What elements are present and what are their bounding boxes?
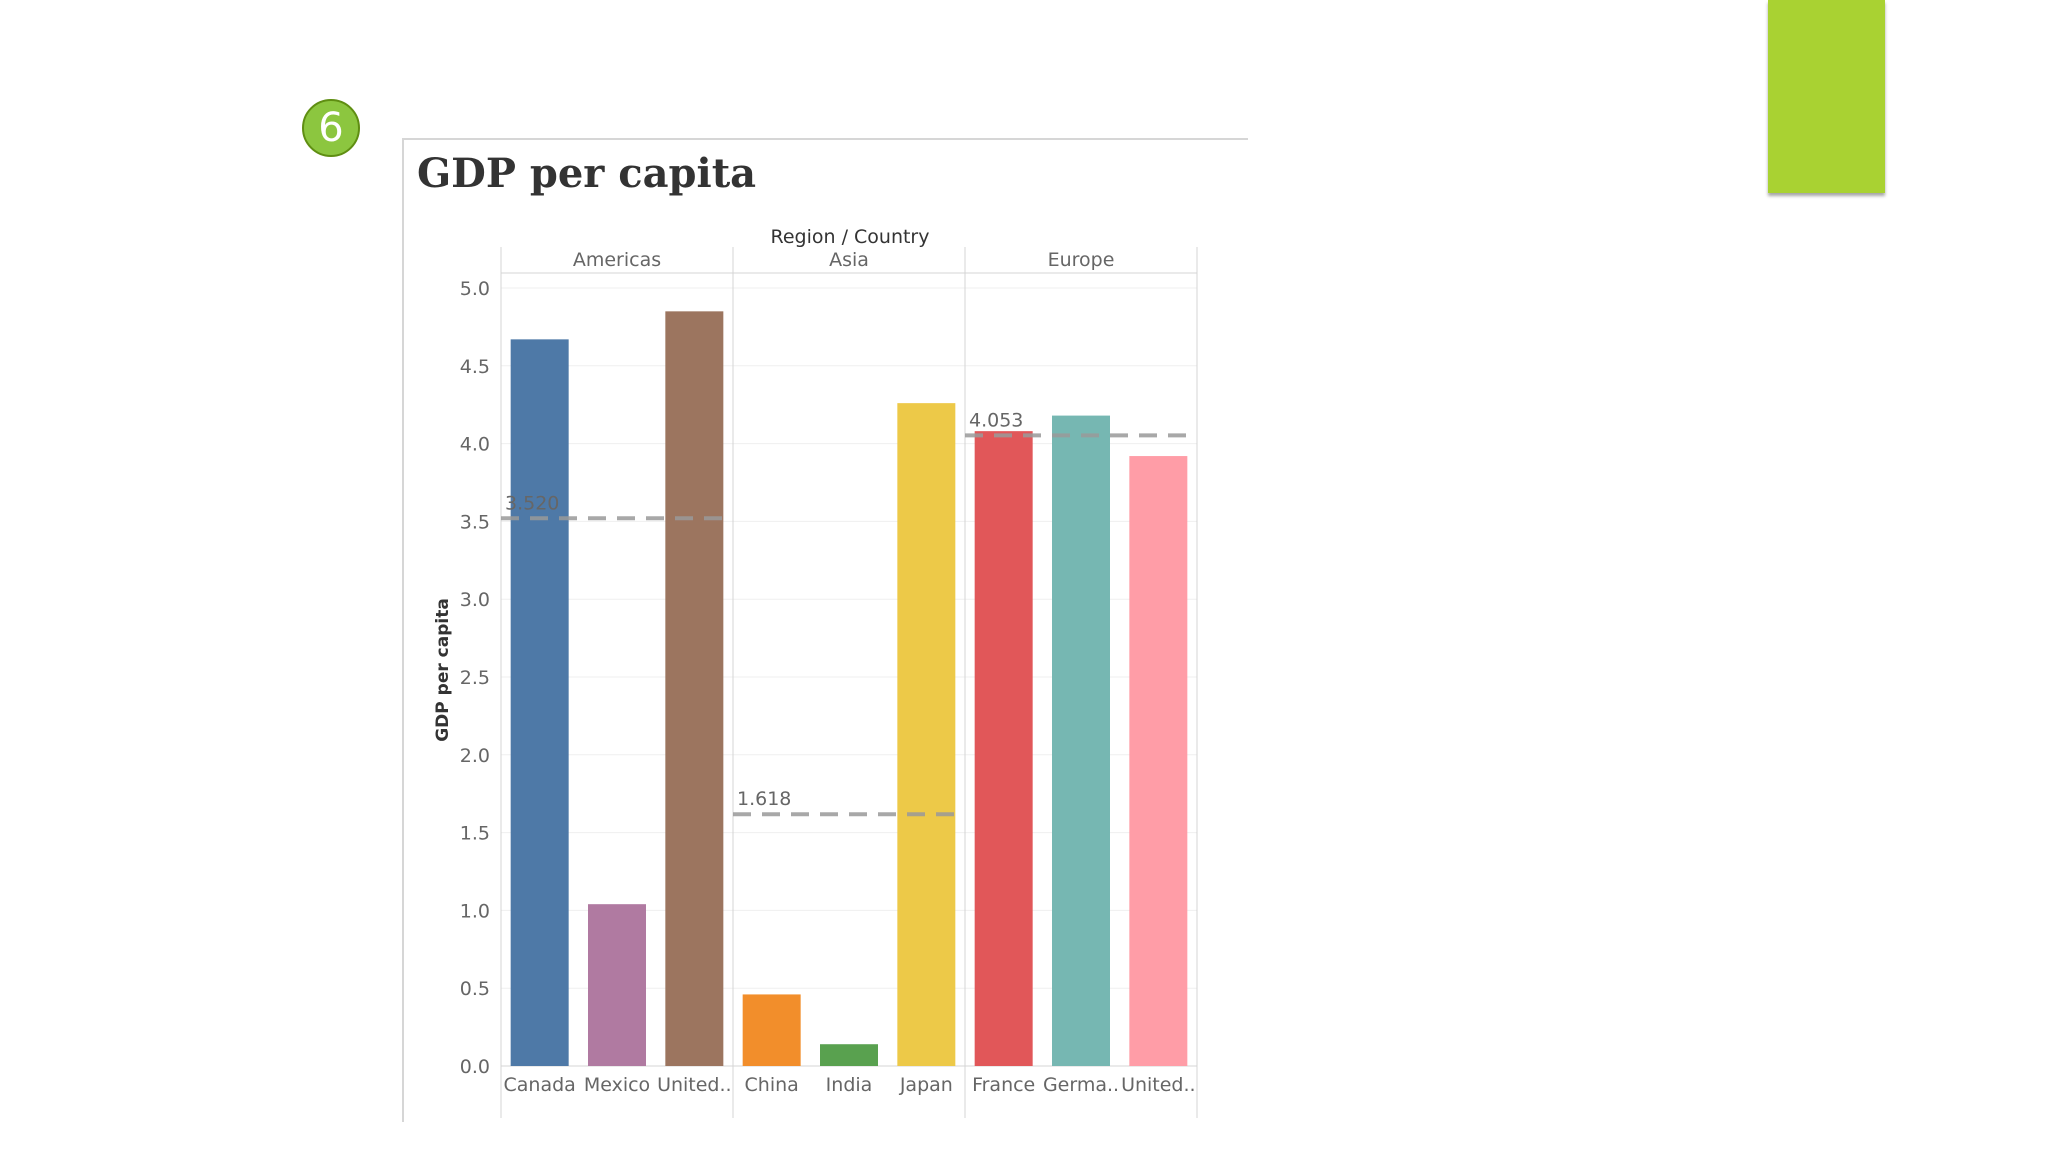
x-category-label: France — [972, 1074, 1035, 1096]
x-category-label: Japan — [899, 1074, 953, 1096]
y-tick-label: 2.5 — [460, 667, 490, 689]
x-category-label: China — [745, 1074, 799, 1096]
x-category-label: United.. — [657, 1074, 732, 1096]
reference-lines: 3.520 1.618 4.053 — [501, 409, 1197, 817]
step-number-badge: 6 — [302, 99, 360, 157]
y-tick-label: 3.0 — [460, 589, 490, 611]
x-category-label: United.. — [1121, 1074, 1196, 1096]
bar-mexico — [588, 904, 646, 1066]
category-labels: Canada Mexico United.. China India Japan Franc… — [504, 1074, 1196, 1096]
green-tab-decoration — [1768, 0, 1885, 193]
y-tick-label: 2.0 — [460, 745, 490, 767]
y-tick-label: 5.0 — [460, 278, 490, 300]
bar-canada — [510, 339, 569, 1066]
y-axis-ticks: 0.0 0.5 1.0 1.5 2.0 2.5 3.0 3.5 4.0 4.5 5.0 — [460, 278, 490, 1078]
bar-japan — [897, 403, 956, 1066]
bar-united — [665, 311, 724, 1067]
x-category-label: India — [826, 1074, 873, 1096]
bar-united — [1129, 456, 1188, 1067]
panel-border-top — [402, 138, 1248, 140]
panel-border-left — [402, 138, 404, 1122]
average-label: 3.520 — [505, 492, 559, 514]
y-tick-label: 0.5 — [460, 978, 490, 1000]
bar-china — [742, 994, 801, 1066]
average-label: 1.618 — [737, 788, 791, 810]
group-header-asia: Asia — [829, 249, 869, 271]
y-tick-label: 3.5 — [460, 511, 490, 533]
y-tick-label: 4.5 — [460, 356, 490, 378]
group-header-europe: Europe — [1048, 249, 1115, 271]
y-tick-label: 0.0 — [460, 1056, 490, 1078]
y-tick-label: 4.0 — [460, 434, 490, 456]
bar-india — [820, 1044, 878, 1066]
average-label: 4.053 — [969, 409, 1023, 431]
x-category-label: Germa.. — [1043, 1074, 1119, 1096]
chart-title: GDP per capita — [417, 150, 757, 197]
y-axis-label: GDP per capita — [433, 598, 453, 742]
bars — [510, 311, 1188, 1067]
y-tick-label: 1.5 — [460, 823, 490, 845]
x-category-label: Mexico — [584, 1074, 650, 1096]
bar-france — [974, 431, 1033, 1067]
pane-frames: Americas Asia Europe — [500, 247, 1198, 1118]
header-label: Region / Country — [770, 226, 929, 248]
y-tick-label: 1.0 — [460, 900, 490, 922]
group-header-americas: Americas — [573, 249, 661, 271]
x-category-label: Canada — [504, 1074, 576, 1096]
bar-germa — [1052, 415, 1110, 1066]
